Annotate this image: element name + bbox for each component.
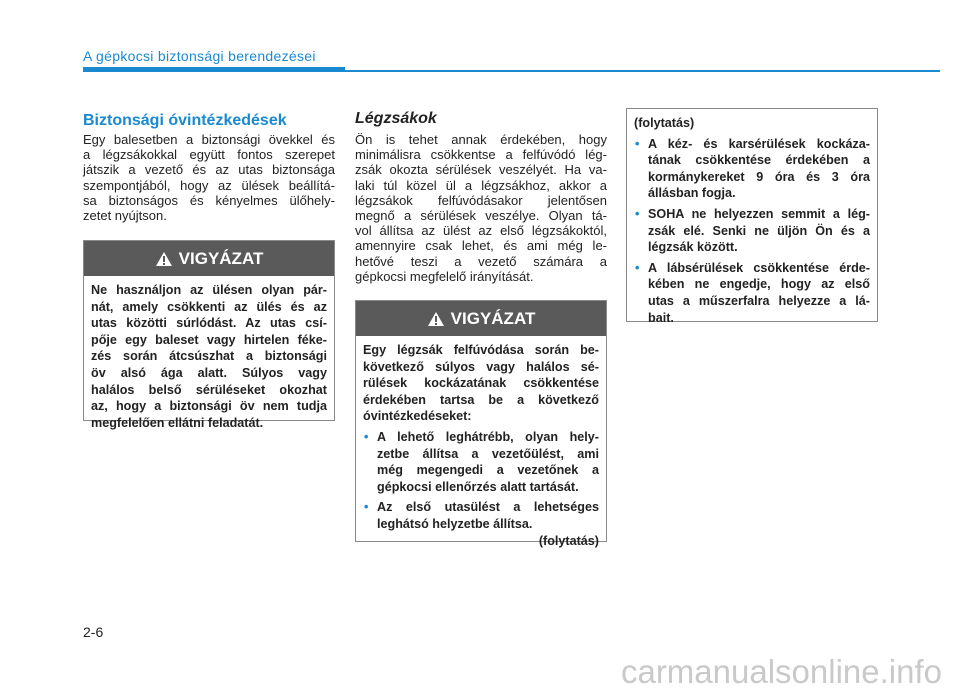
- box-text: (folytatás) A kéz- és karsérülések kocká…: [627, 109, 877, 332]
- warning-bar: VIGYÁZAT: [84, 241, 334, 276]
- text-line: A kéz- és karsérülések kockáza-: [648, 136, 870, 151]
- page-number: 2-6: [83, 624, 104, 640]
- text-line: vol állítsa az ülést az első légzsákoktó…: [355, 223, 607, 239]
- warning-icon: [427, 311, 444, 326]
- text-line: amennyire csak lehet, és ami még le-: [355, 238, 607, 254]
- heading: Biztonsági óvintézkedések: [83, 112, 287, 129]
- text-line: megfelelően ellátni feladatát.: [91, 415, 264, 430]
- continued: (folytatás): [634, 116, 695, 130]
- paragraph: Egy balesetben a biztonsági övekkel és a …: [83, 132, 335, 223]
- text-line: zsák elé. Senki ne üljön Ön és a: [648, 223, 870, 238]
- text-line: játszik a vezető és az utas biztonsága: [83, 162, 335, 178]
- text-line: légzsákok felfúvódásakor jelentősen: [355, 192, 607, 208]
- text-line: következő súlyos vagy halálos sé-: [363, 359, 599, 374]
- watermark: carmanualsonline.info: [620, 653, 942, 689]
- text-line: leghátsó helyzetbe állítsa.: [377, 516, 533, 531]
- text-line: megnő a sérülések veszélye. Olyan tá-: [355, 208, 607, 224]
- text-line: Az első utasülést a lehetséges: [377, 500, 599, 515]
- text-line: az, hogy a biztonsági öv nem tudja: [91, 399, 327, 414]
- text-line: utas közötti súrlódást. Az utas csí-: [91, 316, 327, 331]
- text-line: sa biztonságos és kényelmes ülőhely-: [83, 192, 335, 208]
- text-line: utas a műszerfalra helyezze a lá-: [648, 293, 870, 308]
- text-line: érdekében tartsa be a következő: [363, 392, 599, 407]
- paragraph: Ön is tehet annak érdekében, hogy minimál…: [355, 132, 607, 284]
- text-line: minimálisra csökkentse a felfúvódó lég-: [355, 147, 607, 163]
- text-line: kormánykereket 9 óra és 3 óra: [648, 169, 870, 184]
- text-line: Egy légzsák felfúvódása során be-: [363, 343, 599, 357]
- warning-label: VIGYÁZAT: [178, 248, 264, 268]
- warning-box: VIGYÁZAT Ne használjon az ülésen olyan p…: [83, 240, 335, 430]
- section-title: A gépkocsi biztonsági berendezései: [83, 48, 316, 64]
- text-line: zsák okozta sérülések veszélyét. Ha va-: [355, 162, 607, 178]
- continued: (folytatás): [538, 533, 599, 548]
- header-rule: [345, 70, 940, 72]
- warning-box: VIGYÁZAT Egy légzsák felfúvódása során b…: [355, 300, 607, 548]
- text-line: még megengedi a vezetőnek a: [377, 463, 599, 478]
- bullet-item: A kéz- és karsérülések kockáza-tának csö…: [634, 136, 870, 202]
- bullet-item: SOHA ne helyezzen semmit a lég-zsák elé.…: [634, 206, 870, 256]
- text-line: bait.: [648, 310, 674, 325]
- intro: Egy légzsák felfúvódása során be-követke…: [363, 342, 599, 425]
- warning-bar: VIGYÁZAT: [356, 301, 606, 336]
- bullet-item: A lábsérülések csökkentése érde-kében ne…: [634, 260, 870, 326]
- text-line: gépkocsi megfelelő irányítását.: [355, 268, 534, 284]
- text-line: öv alsó ága alatt. Súlyos vagy: [91, 365, 327, 380]
- text-line: laki túl közel ül a légzsákhoz, akkor a: [355, 177, 607, 193]
- bullet-item: A lehető leghátrébb, olyan hely-zetbe ál…: [363, 429, 599, 495]
- text-line: SOHA ne helyezzen semmit a lég-: [648, 206, 870, 221]
- text-line: nát, amely csökkenti az ülés és az: [91, 299, 327, 314]
- text-line: zetet nyújtson.: [83, 208, 167, 224]
- warning-label: VIGYÁZAT: [450, 308, 536, 328]
- text-line: légzsák között.: [648, 240, 738, 255]
- warning-text: Egy légzsák felfúvódása során be-követke…: [356, 336, 606, 555]
- heading: Légzsákok: [355, 110, 437, 127]
- text-line: A lábsérülések csökkentése érde-: [648, 260, 870, 275]
- text-line: állásban fogja.: [648, 186, 736, 201]
- text-line: a légzsákokkal együtt fontos szerepet: [83, 147, 335, 163]
- text-line: kében ne engedje, hogy az első: [648, 277, 870, 292]
- text-line: zetbe állítsa a vezetőülést, ami: [377, 446, 599, 461]
- bullets: A kéz- és karsérülések kockáza-tának csö…: [634, 136, 870, 327]
- continued-box: (folytatás) A kéz- és karsérülések kocká…: [626, 108, 878, 325]
- bullets: A lehető leghátrébb, olyan hely-zetbe ál…: [363, 429, 599, 533]
- header-rule-thick: [83, 67, 345, 72]
- text-line: szempontjából, hogy az ülések beállítá-: [83, 177, 335, 193]
- text-line: hetővé teszi a vezető számára a: [355, 253, 607, 269]
- text-line: halálos belső sérüléseket okozhat: [91, 382, 327, 397]
- text-line: Ne használjon az ülésen olyan pár-: [91, 283, 327, 297]
- text-line: Ön is tehet annak érdekében, hogy: [355, 132, 607, 147]
- warning-text: Ne használjon az ülésen olyan pár-nát, a…: [84, 276, 334, 437]
- text-line: Egy balesetben a biztonsági övekkel és: [83, 132, 335, 147]
- text-line: zés során átcsúszhat a biztonsági: [91, 349, 327, 364]
- text-line: A lehető leghátrébb, olyan hely-: [377, 429, 599, 444]
- text-line: rülések kockázatának csökkentése: [363, 376, 599, 391]
- text-line: pője egy baleset vagy hirtelen féke-: [91, 332, 327, 347]
- text-line: gépkocsi ellenőrzés alatt tartását.: [377, 479, 579, 494]
- text-line: tának csökkentése érdekében a: [648, 153, 870, 168]
- warning-icon: [155, 251, 172, 266]
- text-line: óvintézkedéseket:: [363, 409, 472, 424]
